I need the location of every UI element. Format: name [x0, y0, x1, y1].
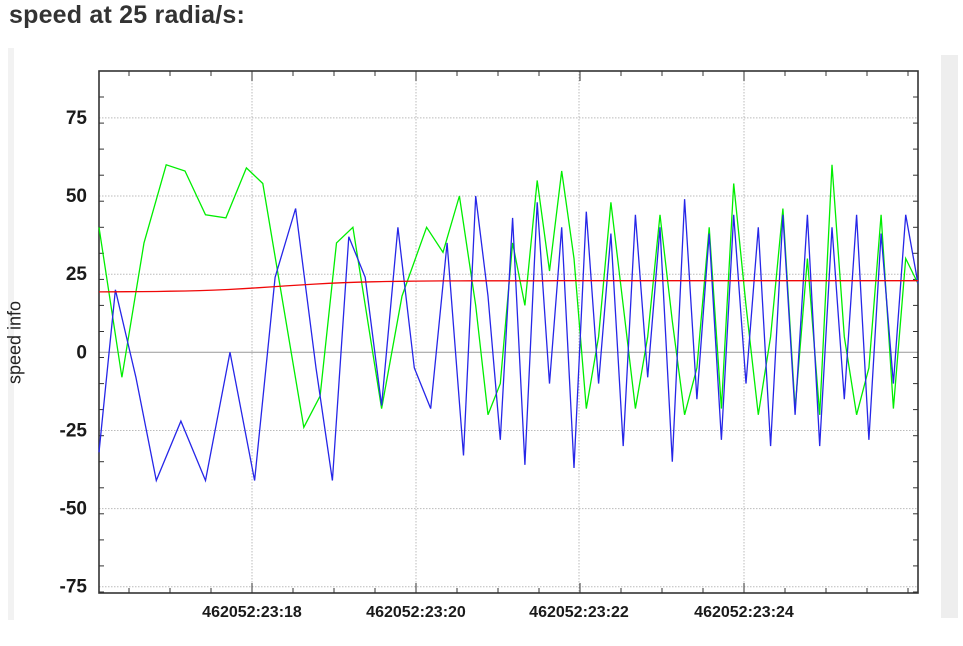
svg-text:-25: -25 — [60, 421, 88, 442]
svg-text:462052:23:18: 462052:23:18 — [202, 604, 302, 621]
svg-text:75: 75 — [66, 108, 88, 129]
svg-text:462052:23:22: 462052:23:22 — [529, 604, 629, 621]
svg-text:462052:23:20: 462052:23:20 — [366, 604, 466, 621]
svg-text:25: 25 — [66, 264, 88, 285]
svg-text:-50: -50 — [60, 499, 87, 520]
svg-text:462052:23:24: 462052:23:24 — [694, 604, 794, 621]
svg-text:50: 50 — [66, 186, 87, 207]
svg-text:-75: -75 — [60, 577, 88, 598]
svg-text:0: 0 — [76, 342, 87, 363]
